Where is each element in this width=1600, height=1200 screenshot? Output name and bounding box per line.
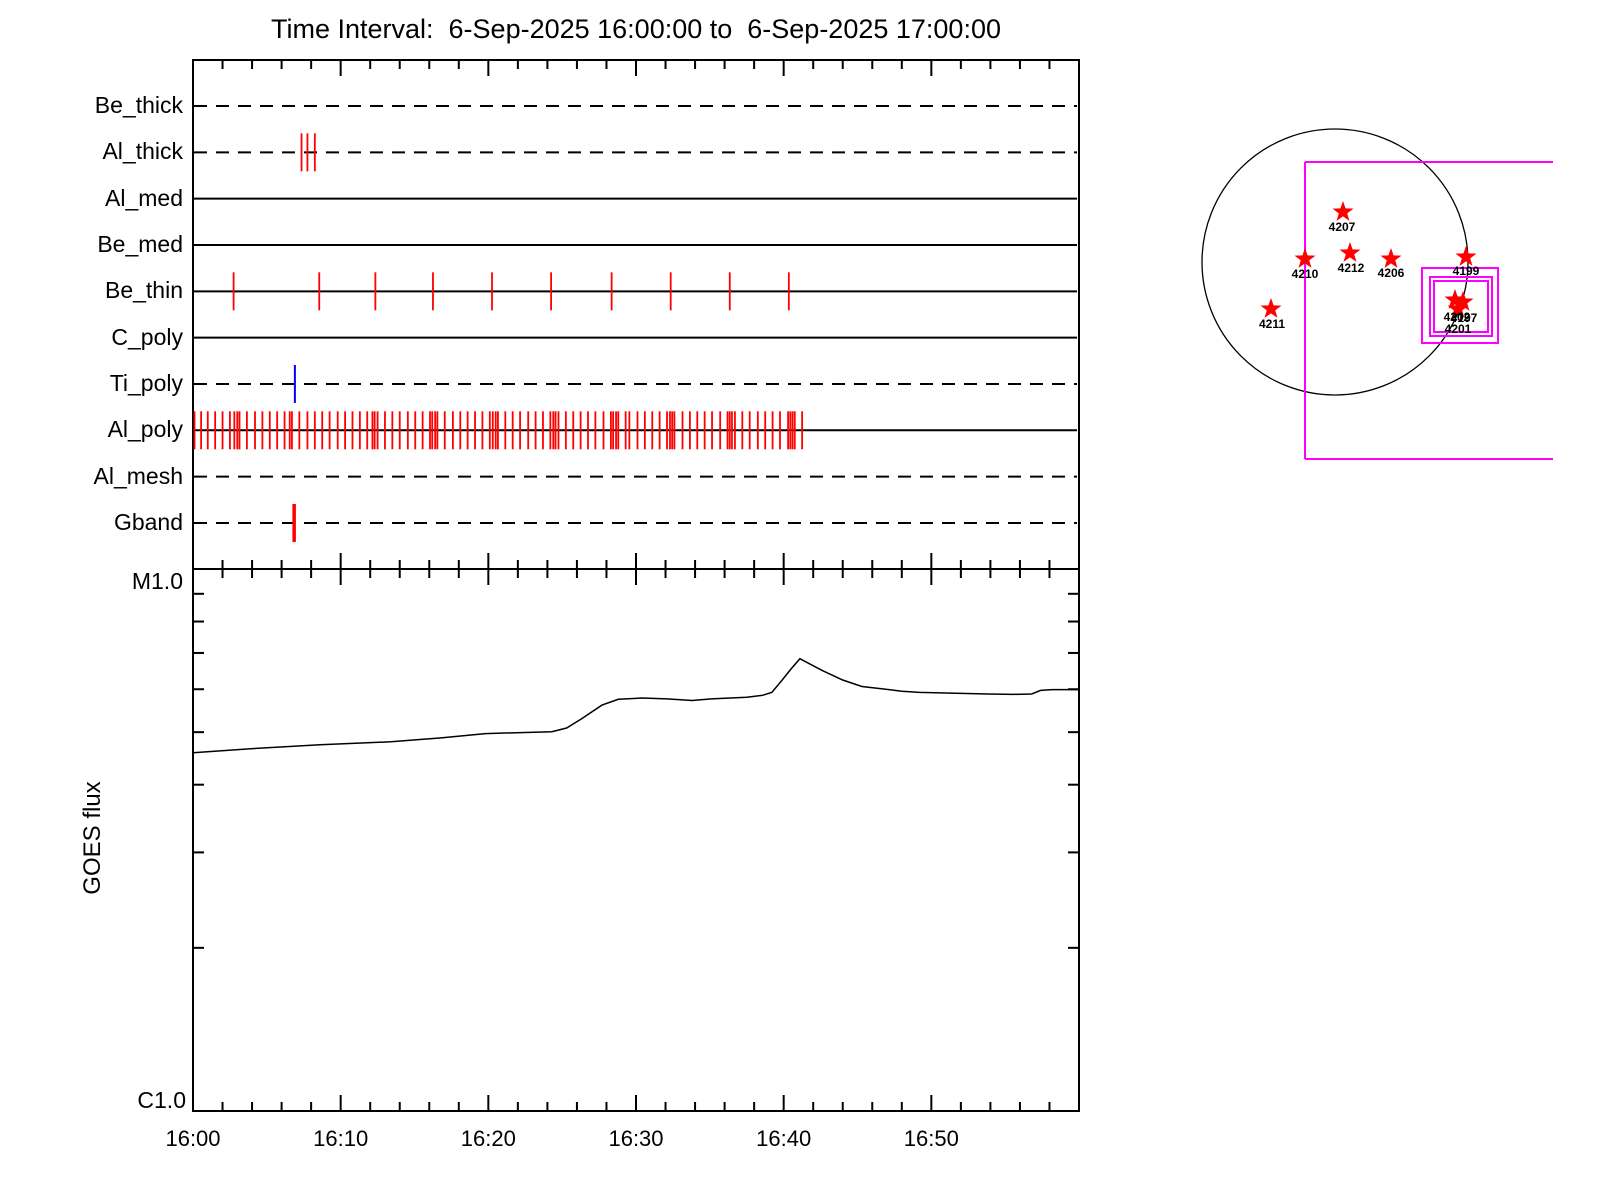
active-region-label-4206: 4206 <box>1377 266 1405 280</box>
active-region-label-4212: 4212 <box>1337 261 1365 275</box>
filter-row-label-Al_poly: Al_poly <box>107 416 183 443</box>
filter-row-label-Ti_poly: Ti_poly <box>109 369 183 396</box>
x-tick-label-16:20: 16:20 <box>460 1126 516 1151</box>
active-region-label-4199: 4199 <box>1452 264 1480 278</box>
active-region-label-4210: 4210 <box>1291 267 1319 281</box>
goes-y-label-top: M1.0 <box>131 568 183 594</box>
active-region-star-4197 <box>1452 291 1474 311</box>
goes-flux-curve <box>192 657 1079 754</box>
active-region-star-4206 <box>1380 248 1402 268</box>
filter-row-label-Al_mesh: Al_mesh <box>93 462 183 489</box>
filter-row-label-Be_thick: Be_thick <box>94 92 183 118</box>
goes-y-label-bottom: C1.0 <box>137 1087 186 1113</box>
active-region-label-4197: 4197 <box>1450 311 1478 325</box>
active-region-label-4202: 4202 <box>1443 310 1471 324</box>
small-fov-box-1 <box>1429 276 1493 337</box>
x-tick-label-16:40: 16:40 <box>756 1126 812 1151</box>
active-region-label-4207: 4207 <box>1328 220 1356 234</box>
filter-row-label-C_poly: C_poly <box>111 323 183 350</box>
page-title: Time Interval: 6-Sep-2025 16:00:00 to 6-… <box>271 14 1001 44</box>
filter-row-label-Al_med: Al_med <box>105 184 183 211</box>
x-tick-label-16:30: 16:30 <box>608 1126 664 1151</box>
x-tick-label-16:00: 16:00 <box>165 1126 221 1151</box>
small-fov-box-2 <box>1433 280 1489 333</box>
active-region-star-4212 <box>1339 242 1361 262</box>
goes-y-axis-title: GOES flux <box>79 781 106 895</box>
x-tick-label-16:10: 16:10 <box>313 1126 369 1151</box>
active-region-label-4201: 4201 <box>1444 322 1472 336</box>
filter-row-label-Gband: Gband <box>113 508 183 535</box>
active-region-star-4201 <box>1447 298 1469 318</box>
filter-row-label-Al_thick: Al_thick <box>102 138 183 165</box>
active-region-star-4199 <box>1455 246 1477 266</box>
active-region-star-4211 <box>1260 298 1282 318</box>
x-tick-label-16:50: 16:50 <box>903 1126 959 1151</box>
active-region-star-4210 <box>1294 248 1316 268</box>
filter-row-label-Be_thin: Be_thin <box>104 277 183 304</box>
filter-row-label-Be_med: Be_med <box>97 230 183 257</box>
active-region-star-4207 <box>1332 201 1354 221</box>
active-region-label-4211: 4211 <box>1258 317 1286 331</box>
filter-plot-box <box>192 59 1080 570</box>
small-fov-box-0 <box>1421 267 1499 344</box>
goes-plot-box <box>192 568 1080 1112</box>
